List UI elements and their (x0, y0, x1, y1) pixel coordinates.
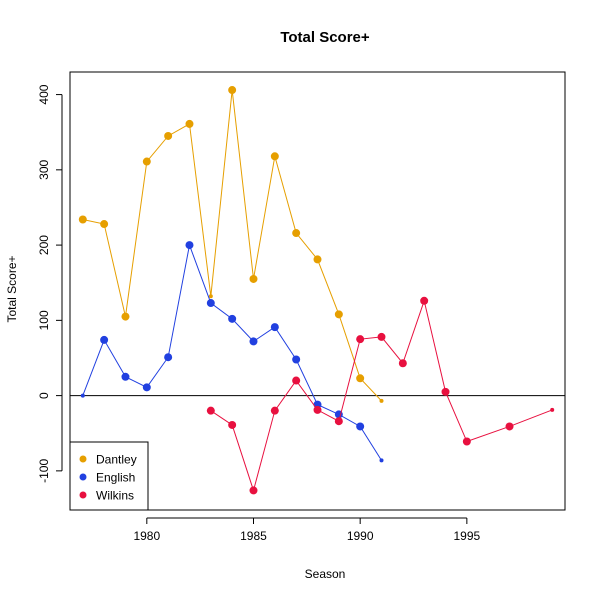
legend-label-dantley: Dantley (96, 453, 137, 467)
plot-frame (69, 71, 566, 511)
data-point-dantley (379, 398, 384, 403)
y-tick-label: -100 (37, 459, 51, 483)
data-point-wilkins (377, 332, 386, 341)
data-point-wilkins (249, 486, 258, 495)
data-point-english (228, 314, 237, 323)
data-point-wilkins (462, 437, 471, 446)
data-point-wilkins (228, 420, 237, 429)
data-point-english (356, 422, 365, 431)
x-axis-label: Season (305, 567, 346, 581)
data-point-wilkins (441, 387, 450, 396)
data-point-english (206, 299, 215, 308)
data-point-wilkins (313, 405, 322, 414)
data-point-dantley (270, 152, 279, 161)
data-point-english (142, 383, 151, 392)
y-tick-label: 0 (37, 392, 51, 399)
series-line-dantley (82, 90, 382, 402)
data-point-dantley (313, 255, 322, 264)
data-point-wilkins (356, 335, 365, 344)
data-point-dantley (292, 229, 301, 238)
data-point-english (100, 335, 109, 344)
legend: Dantley English Wilkins (69, 441, 149, 511)
x-tick-label: 1985 (240, 529, 267, 543)
y-axis-label: Total Score+ (5, 255, 19, 322)
data-point-english (164, 353, 173, 362)
data-point-dantley (78, 215, 87, 224)
data-point-dantley (356, 374, 365, 383)
data-point-english (270, 323, 279, 332)
plot-area: 1980 1985 1990 1995 -100 0 100 200 300 400 (37, 84, 565, 543)
data-point-english (185, 241, 194, 250)
data-point-dantley (334, 310, 343, 319)
data-point-dantley (121, 312, 130, 321)
data-point-english (80, 393, 85, 398)
y-tick-label: 400 (37, 84, 51, 104)
x-tick-label: 1995 (454, 529, 481, 543)
data-point-wilkins (420, 296, 429, 305)
data-point-dantley (142, 157, 151, 166)
data-point-dantley (228, 86, 237, 95)
legend-marker-wilkins (79, 491, 87, 499)
data-point-wilkins (292, 376, 301, 385)
data-point-wilkins (505, 422, 514, 431)
data-point-dantley (164, 131, 173, 140)
y-tick-label: 300 (37, 160, 51, 180)
legend-marker-english (79, 473, 87, 481)
data-point-english (379, 458, 384, 463)
data-point-dantley (100, 220, 109, 229)
y-tick-label: 200 (37, 235, 51, 255)
data-point-wilkins (398, 359, 407, 368)
data-point-wilkins (550, 407, 555, 412)
x-tick-label: 1990 (347, 529, 374, 543)
data-point-english (249, 337, 258, 346)
data-point-wilkins (206, 406, 215, 415)
y-tick-label: 100 (37, 310, 51, 330)
data-point-english (121, 372, 130, 381)
data-point-dantley (208, 294, 213, 299)
chart-title: Total Score+ (280, 29, 370, 46)
legend-label-english: English (96, 471, 135, 485)
legend-label-wilkins: Wilkins (96, 489, 134, 503)
legend-marker-dantley (79, 455, 87, 463)
data-point-dantley (185, 119, 194, 128)
data-point-dantley (249, 274, 258, 283)
x-tick-label: 1980 (133, 529, 160, 543)
data-point-wilkins (270, 406, 279, 415)
data-point-wilkins (334, 417, 343, 426)
data-point-english (292, 355, 301, 364)
